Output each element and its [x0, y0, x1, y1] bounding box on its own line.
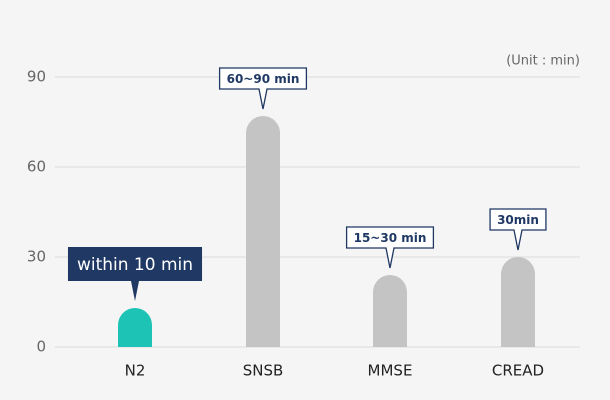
x-tick-label: SNSB	[243, 362, 284, 380]
callout: 15~30 min	[345, 226, 435, 269]
callout: 30min	[489, 208, 547, 251]
bar	[118, 308, 152, 347]
y-tick-label: 60	[27, 158, 46, 176]
callout-label: within 10 min	[77, 255, 193, 275]
callout-box	[218, 67, 308, 110]
callout-box	[345, 226, 435, 269]
bar	[246, 116, 280, 347]
callout: within 10 min	[67, 247, 203, 301]
bar	[501, 257, 535, 347]
x-tick-label: MMSE	[368, 362, 413, 380]
callout-label: 60~90 min	[227, 72, 300, 86]
callout-label: 15~30 min	[354, 231, 427, 245]
y-tick-label: 90	[27, 68, 46, 86]
callout-box	[489, 208, 547, 251]
callout-label: 30min	[497, 213, 539, 227]
callout-box	[67, 247, 203, 301]
x-tick-label: N2	[125, 362, 146, 380]
y-tick-label: 30	[27, 248, 46, 266]
callout: 60~90 min	[218, 67, 308, 110]
bar	[373, 275, 407, 347]
y-tick-label: 0	[36, 338, 46, 356]
x-tick-label: CREAD	[492, 362, 544, 380]
unit-label: (Unit : min)	[506, 54, 580, 69]
